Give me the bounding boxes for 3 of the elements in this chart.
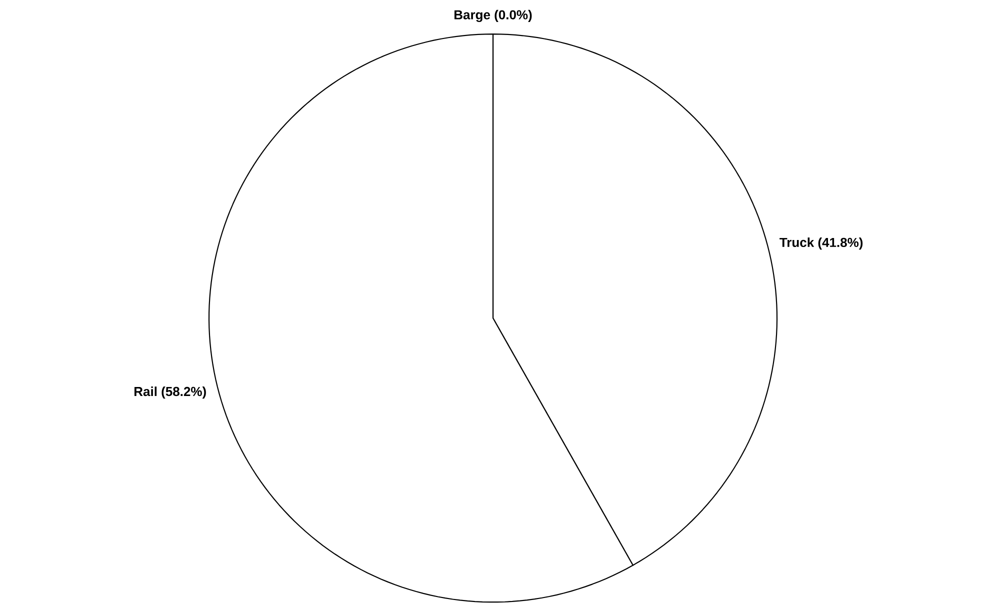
slice-label: Truck (41.8%) [780, 238, 863, 250]
category-label: Barge (0.0%) [454, 10, 532, 22]
slice-label: Rail (58.2%) [134, 386, 206, 399]
